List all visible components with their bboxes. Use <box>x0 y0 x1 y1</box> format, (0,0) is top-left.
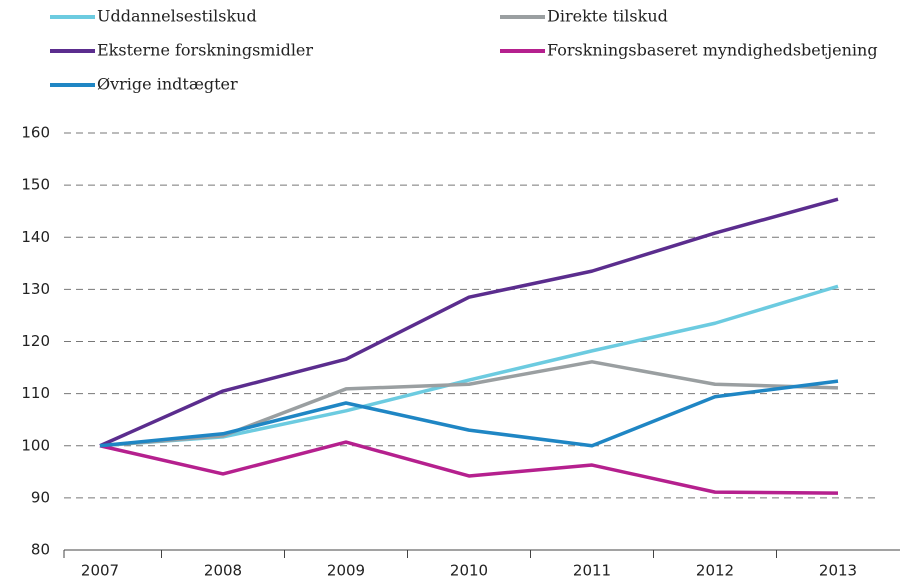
legend-label: Direkte tilskud <box>547 7 668 26</box>
series-line <box>99 360 839 448</box>
y-tick-label: 130 <box>21 280 50 298</box>
series-line <box>99 284 839 448</box>
y-tick-label: 110 <box>21 384 50 402</box>
x-tick-label: 2012 <box>696 562 734 579</box>
x-tick-label: 2010 <box>450 562 488 579</box>
y-tick-label: 120 <box>21 332 50 350</box>
series-line <box>99 379 839 448</box>
y-tick-label: 100 <box>21 436 50 454</box>
x-tick-label: 2007 <box>81 562 119 579</box>
series-line <box>99 197 839 448</box>
y-tick-label: 160 <box>21 124 50 142</box>
legend-label: Eksterne forskningsmidler <box>97 41 313 60</box>
x-tick-label: 2013 <box>819 562 857 579</box>
legend-label: Uddannelsestilskud <box>97 7 257 26</box>
x-tick-label: 2009 <box>327 562 365 579</box>
y-tick-label: 150 <box>21 176 50 194</box>
y-tick-label: 90 <box>31 488 50 506</box>
series-line <box>99 440 839 495</box>
y-tick-label: 80 <box>31 541 50 559</box>
legend-label: Forskningsbaseret myndighedsbetjening <box>547 41 878 60</box>
x-tick-label: 2008 <box>204 562 242 579</box>
y-tick-label: 140 <box>21 228 50 246</box>
legend-label: Øvrige indtægter <box>97 75 238 94</box>
x-tick-label: 2011 <box>573 562 611 579</box>
